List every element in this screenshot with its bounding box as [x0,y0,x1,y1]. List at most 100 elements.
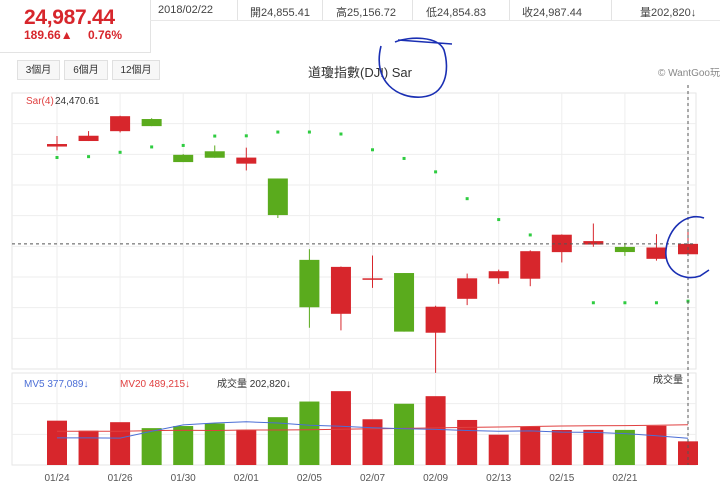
sar-dot [307,130,311,134]
sar-dot [371,148,374,152]
stat-low: 低24,854.83 [426,7,486,19]
sar-dot [528,233,532,237]
volume-bar [583,429,604,465]
quote-summary: 24,987.44 189.66▲ 0.76% [0,0,151,53]
x-tick-label: 01/30 [171,473,196,484]
candle-body [173,154,194,163]
sar-dot [654,301,658,305]
ma20-label: MV20 489,215↓ [120,379,190,390]
sar-dot [434,170,438,174]
volume-bar [362,419,383,465]
volume-bar [551,430,572,465]
candle-body [47,144,67,147]
ma20-line [57,424,689,432]
price-change-pct: 0.76% [88,28,123,42]
volume-bar [236,429,257,465]
candle-body [236,157,257,164]
stat-open: 開24,855.41 [250,7,310,19]
x-tick-label: 02/07 [360,473,385,484]
sar-dot [623,301,627,305]
sar-dot [118,150,122,154]
volume-bar [457,419,478,465]
volume-bar [614,429,635,465]
volume-bar [78,430,99,465]
candle-body [267,178,288,216]
volume-bar [204,423,225,465]
volume-bar [488,434,509,465]
candlesticks [47,115,698,373]
ma5-line [57,421,689,439]
candle-body [551,234,572,253]
candle-body [646,247,667,259]
indicator-value: 24,470.61 [55,96,100,107]
sar-dot [150,145,154,149]
stat-date: 2018/02/22 [158,4,214,16]
x-tick-label: 02/01 [234,473,259,484]
ma5-label: MV5 377,089↓ [24,379,89,390]
sar-dot [213,134,217,138]
candle-body [330,266,351,314]
sar-dot [244,134,248,138]
x-tick-label: 01/26 [108,473,133,484]
range-3m-button[interactable]: 3個月 [17,60,60,80]
candle-body [583,241,604,245]
stat-close: 收24,987.44 [522,7,582,19]
stat-high: 高25,156.72 [336,7,396,19]
divider [509,0,510,20]
volume-bar [330,391,351,465]
volume-bar [110,422,131,465]
volume-bars [47,391,698,465]
hand-drawn-circle-annotation [378,37,453,98]
divider [611,0,612,20]
x-tick-label: 02/21 [612,473,637,484]
hand-drawn-circle-annotation [665,215,710,279]
x-tick-label: 02/09 [423,473,448,484]
ohlc-stats-bar: 2018/02/22 開24,855.41 高25,156.72 低24,854… [150,0,720,21]
sar-dot [87,155,91,159]
volume-bar [520,426,541,465]
candle-body [520,251,541,279]
stat-volume: 量202,820↓ [640,7,697,19]
candle-body [141,119,162,127]
sar-dot [591,301,595,305]
volume-bar [646,425,667,465]
candle-body [457,278,478,299]
volume-moving-averages [57,421,689,439]
range-6m-button[interactable]: 6個月 [64,60,108,80]
volume-axis-label: 成交量 [653,373,683,386]
volume-label: 成交量 202,820↓ [217,377,291,390]
candle-body [488,271,509,279]
candle-body [425,306,446,333]
x-tick-label: 02/15 [549,473,574,484]
volume-bar [425,396,446,465]
candle-body [204,151,225,158]
sar-dot [276,130,280,134]
candle-body [394,273,415,332]
volume-bar [267,417,288,465]
x-tick-label: 02/13 [486,473,511,484]
divider [412,0,413,20]
range-12m-button[interactable]: 12個月 [112,60,160,80]
volume-bar [394,403,415,465]
chart-overlay [12,37,710,465]
sar-dot [339,132,343,136]
sar-dot [55,156,59,160]
price-panel-frame [11,92,697,370]
candle-body [614,246,635,253]
sar-dot [402,156,406,160]
indicator-label: Sar(4) [26,96,54,107]
candle-body [110,116,131,132]
volume-bar [173,426,194,465]
current-price: 24,987.44 [24,6,115,29]
x-tick-label: 01/24 [44,473,69,484]
candle-body [362,278,383,280]
chart-title: 道瓊指數(DJI) Sar [307,65,412,80]
volume-panel-frame [11,372,697,466]
candle-body [78,135,99,142]
divider [237,0,238,20]
x-tick-label: 02/05 [297,473,322,484]
volume-bar [299,401,320,465]
sar-dot [497,218,501,222]
volume-bar [47,420,67,465]
